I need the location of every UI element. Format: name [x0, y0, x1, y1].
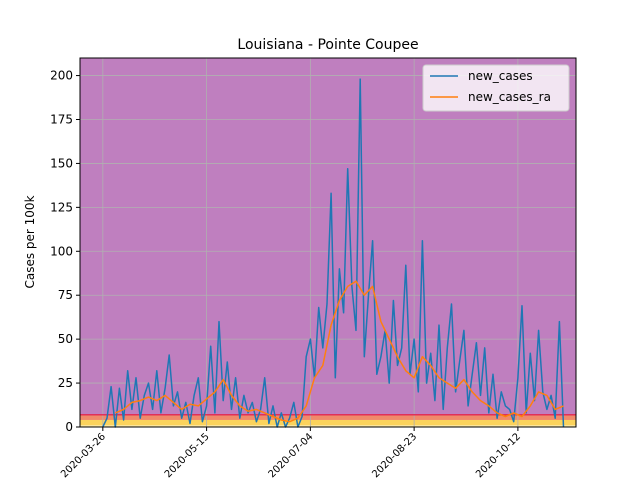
y-tick-label-4: 100 — [50, 244, 73, 258]
y-tick-label-2: 50 — [58, 332, 73, 346]
x-tick-label-4: 2020-10-12 — [474, 431, 523, 480]
x-tick-label-1: 2020-05-15 — [163, 431, 212, 480]
y-tick-label-1: 25 — [58, 376, 73, 390]
series-line-new_cases_ra — [115, 280, 564, 423]
y-tick-label-6: 150 — [50, 156, 73, 170]
series-line-new_cases — [102, 78, 565, 428]
y-tick-label-7: 175 — [50, 113, 73, 127]
y-axis-ticks: 0 25 50 75 100 125 150 175 200 — [50, 69, 80, 434]
chart-title: Louisiana - Pointe Coupee — [237, 37, 418, 53]
background-bands — [80, 58, 576, 427]
legend-box — [422, 64, 570, 112]
x-tick-label-0: 2020-03-26 — [59, 431, 108, 480]
series-layer — [102, 78, 565, 428]
grid — [80, 58, 576, 428]
background-band-2 — [80, 414, 576, 420]
legend-label-new_cases_ra: new_cases_ra — [468, 90, 551, 104]
x-axis-ticks: 2020-03-26 2020-05-15 2020-07-04 2020-08-23… — [59, 427, 523, 480]
background-band-1 — [80, 419, 576, 426]
y-tick-label-3: 75 — [58, 288, 73, 302]
x-tick-label-2: 2020-07-04 — [267, 431, 316, 480]
legend-label-new_cases: new_cases — [468, 69, 533, 83]
x-tick-label-3: 2020-08-23 — [370, 431, 419, 480]
y-tick-label-8: 200 — [50, 69, 73, 83]
background-band-0 — [80, 425, 576, 427]
y-axis-label: Cases per 100k — [23, 195, 37, 288]
plot-frame — [79, 57, 577, 428]
y-tick-label-0: 0 — [65, 420, 73, 434]
y-tick-label-5: 125 — [50, 200, 73, 214]
background-band-3 — [80, 58, 576, 415]
legend: new_cases new_cases_ra — [422, 64, 570, 112]
